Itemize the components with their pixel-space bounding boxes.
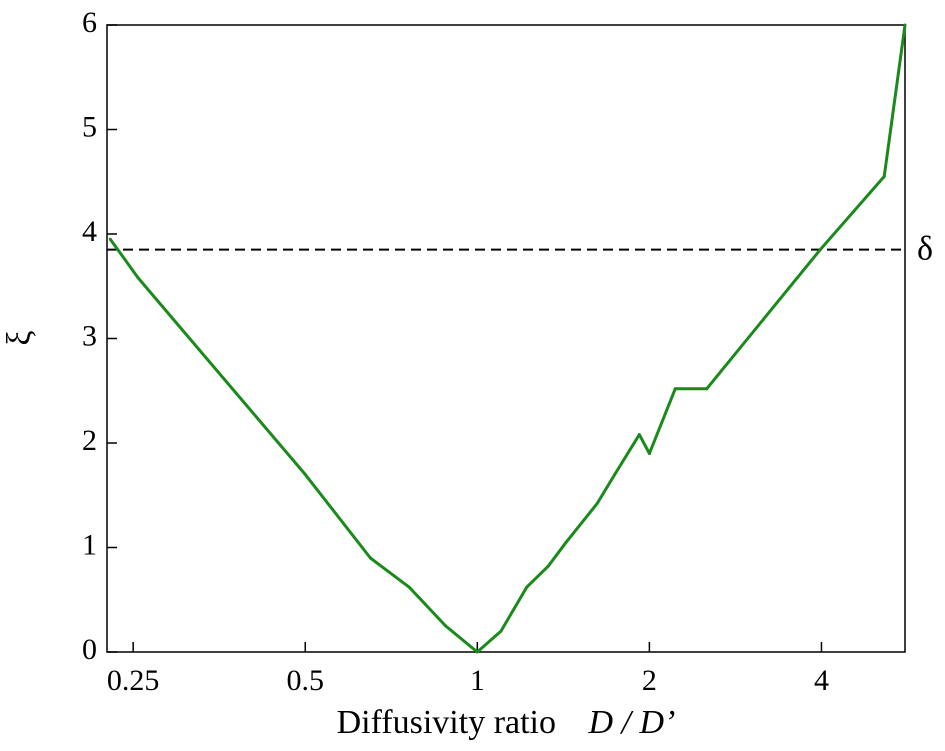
data-point — [108, 237, 112, 241]
x-tick-label: 0.25 — [107, 664, 160, 697]
data-point — [444, 624, 448, 628]
y-tick-label: 4 — [82, 215, 97, 248]
x-axis-label: Diffusivity ratio D / D’ — [337, 704, 676, 741]
data-point — [637, 433, 641, 437]
data-point — [595, 502, 599, 506]
data-point — [818, 248, 822, 252]
y-axis-label: ξ — [1, 330, 38, 345]
x-axis-label-variable: D / D’ — [588, 704, 676, 741]
data-point — [303, 472, 307, 476]
data-point — [499, 629, 503, 633]
x-tick-label: 0.5 — [286, 664, 324, 697]
x-tick-label: 4 — [814, 664, 829, 697]
data-point — [647, 452, 651, 455]
data-point — [475, 650, 479, 654]
x-axis-ticks: 0.25 0.5 1 2 4 — [107, 642, 829, 697]
y-tick-label: 3 — [82, 319, 97, 352]
data-point — [368, 556, 372, 560]
x-axis-label-prefix: Diffusivity ratio — [337, 704, 556, 741]
series-group — [108, 23, 907, 654]
data-point — [613, 472, 617, 476]
data-point — [882, 175, 886, 178]
y-tick-label: 1 — [82, 528, 97, 561]
data-point — [525, 585, 529, 589]
x-tick-label: 1 — [470, 664, 485, 697]
y-tick-label: 2 — [82, 424, 97, 457]
data-point — [673, 387, 677, 391]
x-axis-label-gap — [580, 704, 589, 741]
y-tick-label: 0 — [82, 633, 97, 666]
y-axis-ticks: 0 1 2 3 4 5 6 — [82, 6, 117, 666]
x-tick-label: 2 — [642, 664, 657, 697]
reference-lines: δ — [107, 230, 933, 267]
data-point — [136, 276, 140, 280]
data-point — [407, 585, 411, 589]
plot-frame — [106, 24, 906, 653]
y-tick-label: 5 — [82, 110, 97, 143]
data-point — [903, 23, 907, 27]
reference-line-label: δ — [917, 230, 933, 267]
y-tick-label: 6 — [82, 6, 97, 39]
series-line — [109, 24, 907, 654]
data-point — [705, 387, 709, 391]
data-point — [546, 564, 550, 568]
data-point — [564, 540, 568, 544]
